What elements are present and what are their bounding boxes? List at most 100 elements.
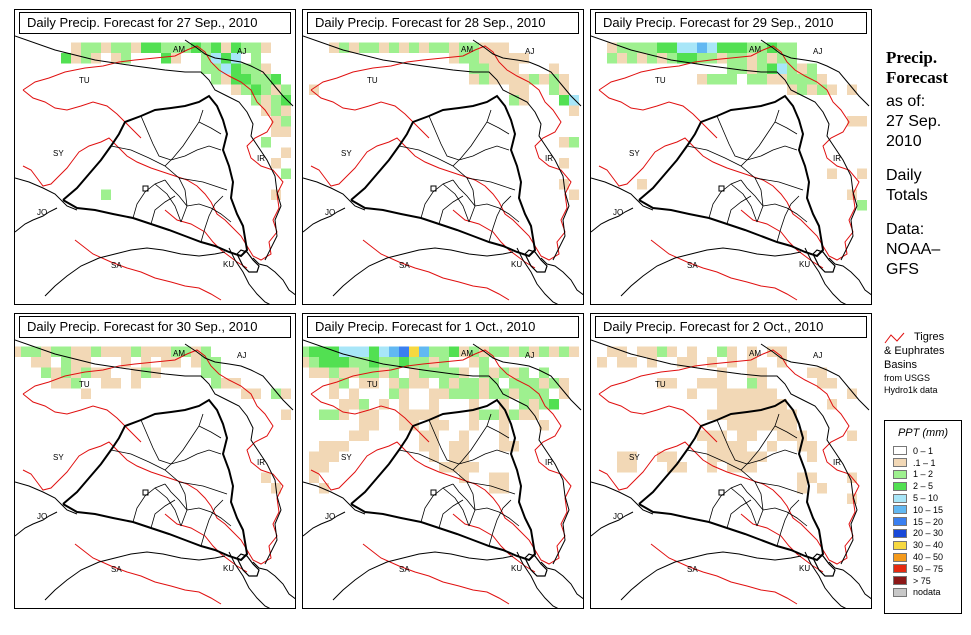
precip-cell: [469, 346, 479, 357]
legend-row: 1 – 2: [893, 469, 961, 481]
basin-legend-line2: & Euphrates: [884, 345, 945, 357]
precip-cell: [409, 42, 419, 53]
precip-cell: [141, 346, 151, 357]
precip-cell: [389, 378, 399, 389]
precip-cell: [161, 42, 171, 53]
precip-cell: [489, 483, 499, 494]
precip-cell: [329, 441, 339, 452]
precip-cell: [91, 367, 101, 378]
panel-title: Daily Precip. Forecast for 27 Sep., 2010: [19, 12, 291, 34]
precip-cell: [309, 357, 319, 368]
precip-cell: [469, 74, 479, 85]
precip-cell: [529, 388, 539, 399]
precip-cell: [369, 346, 379, 357]
legend-label: 50 – 75: [913, 563, 944, 574]
precip-cell: [697, 74, 707, 85]
precip-cell: [777, 430, 787, 441]
side-date-line1: 27 Sep.: [886, 113, 942, 130]
precip-cell: [101, 42, 111, 53]
precip-cell: [359, 42, 369, 53]
precip-grid: [607, 42, 867, 211]
precip-cell: [439, 420, 449, 431]
precip-cell: [101, 367, 111, 378]
precip-cell: [379, 399, 389, 410]
precip-cell: [667, 346, 677, 357]
precip-cell: [161, 53, 171, 64]
precip-map: [591, 35, 871, 304]
precip-cell: [261, 472, 271, 483]
precip-cell: [339, 378, 349, 389]
precip-cell: [309, 367, 319, 378]
precip-cell: [549, 84, 559, 95]
precip-cell: [271, 189, 281, 200]
precip-cell: [519, 84, 529, 95]
precip-cell: [737, 399, 747, 410]
precip-cell: [409, 346, 419, 357]
precip-cell: [399, 399, 409, 410]
precip-cell: [359, 409, 369, 420]
precip-cell: [459, 430, 469, 441]
legend-swatch: [893, 564, 907, 574]
precip-cell: [131, 367, 141, 378]
precip-cell: [569, 137, 579, 148]
basin-legend: Tigres & Euphrates Basins from USGS Hydr…: [884, 330, 970, 396]
precip-cell: [319, 367, 329, 378]
precip-cell: [241, 84, 251, 95]
precip-cell: [667, 378, 677, 389]
legend-row: 40 – 50: [893, 551, 961, 563]
precip-cell: [389, 388, 399, 399]
precip-cell: [717, 367, 727, 378]
precip-cell: [281, 95, 291, 106]
precip-cell: [319, 483, 329, 494]
map-panel: Daily Precip. Forecast for 1 Oct., 2010: [302, 313, 584, 609]
precip-cell: [509, 388, 519, 399]
precip-cell: [559, 346, 569, 357]
precip-cell: [787, 63, 797, 74]
precip-cell: [201, 357, 211, 368]
precip-cell: [131, 346, 141, 357]
precip-cell: [419, 357, 429, 368]
precip-cell: [489, 367, 499, 378]
precip-cell: [717, 74, 727, 85]
precip-cell: [309, 451, 319, 462]
precip-cell: [201, 42, 211, 53]
side-data-line1: Data:: [886, 221, 925, 238]
precip-cell: [509, 346, 519, 357]
precip-cell: [71, 42, 81, 53]
precip-cell: [359, 430, 369, 441]
precip-cell: [241, 63, 251, 74]
precip-cell: [271, 388, 281, 399]
precip-cell: [419, 346, 429, 357]
precip-cell: [817, 378, 827, 389]
precip-cell: [677, 357, 687, 368]
precip-cell: [201, 53, 211, 64]
precip-cell: [847, 189, 857, 200]
precip-cell: [329, 409, 339, 420]
precip-cell: [281, 147, 291, 158]
precip-cell: [211, 378, 221, 389]
precip-cell: [339, 346, 349, 357]
precip-cell: [817, 84, 827, 95]
precip-cell: [647, 346, 657, 357]
precip-cell: [777, 74, 787, 85]
precip-cell: [677, 53, 687, 64]
precip-cell: [569, 95, 579, 106]
precip-cell: [717, 430, 727, 441]
precip-cell: [657, 42, 667, 53]
precip-cell: [637, 53, 647, 64]
precip-cell: [221, 53, 231, 64]
side-totals-line1: Daily: [886, 167, 922, 184]
map-panel: Daily Precip. Forecast for 27 Sep., 2010: [14, 9, 296, 305]
precip-cell: [459, 388, 469, 399]
precip-cell: [389, 357, 399, 368]
precip-cell: [429, 367, 439, 378]
precip-grid: [61, 42, 291, 200]
precip-map: [303, 35, 583, 304]
precip-cell: [489, 472, 499, 483]
legend-swatch: [893, 481, 907, 491]
basin-legend-line4: from USGS: [884, 373, 931, 383]
precip-cell: [687, 42, 697, 53]
precip-cell: [617, 451, 627, 462]
legend-row: 15 – 20: [893, 516, 961, 528]
